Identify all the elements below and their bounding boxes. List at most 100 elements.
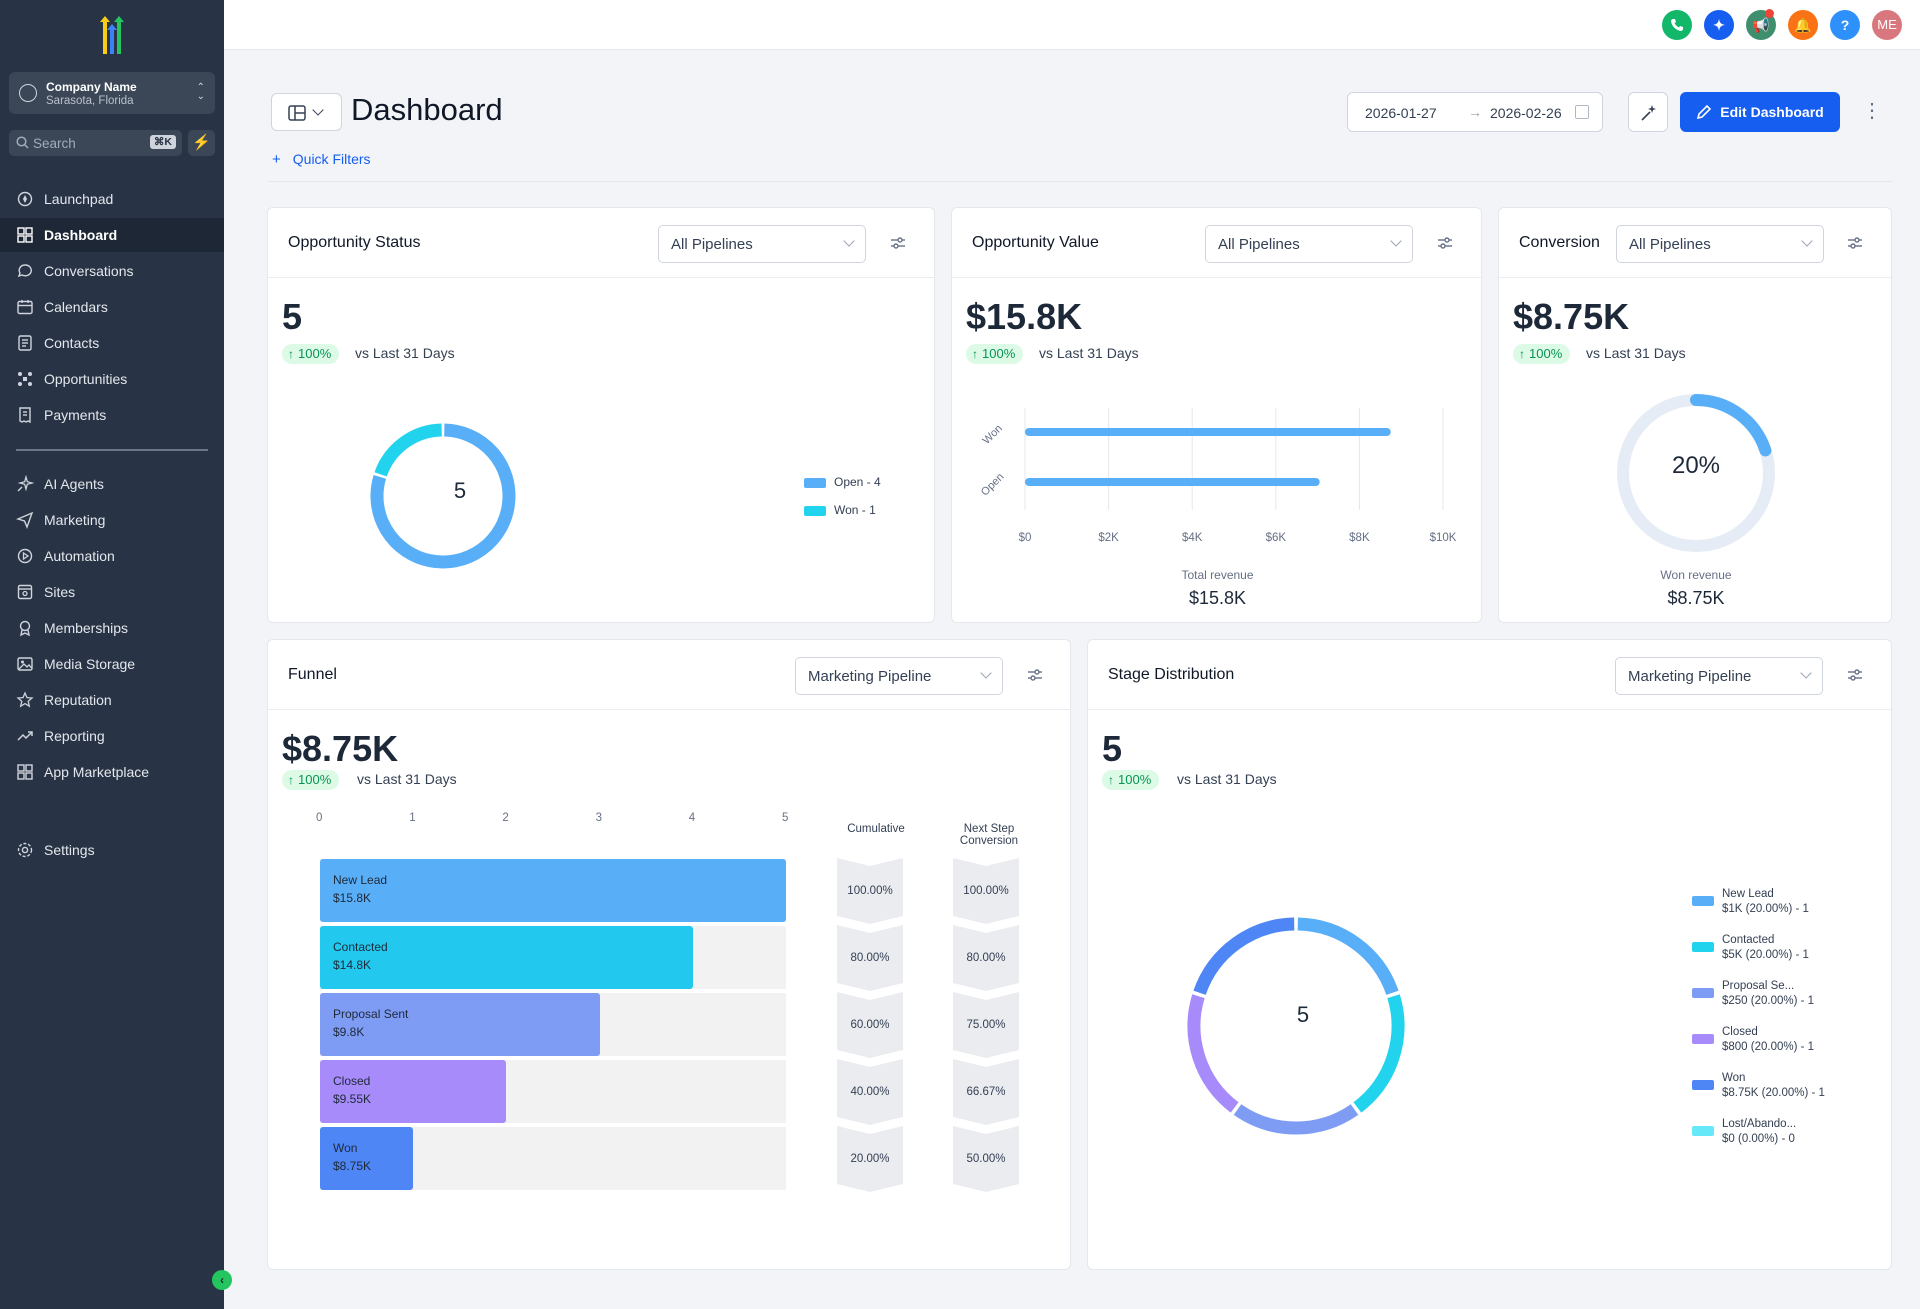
sidebar-item-dashboard[interactable]: Dashboard xyxy=(0,218,224,252)
chevron-cell-shape xyxy=(837,858,903,924)
pipeline-select[interactable]: All Pipelines xyxy=(658,225,866,263)
card-title: Opportunity Value xyxy=(972,234,1099,251)
cumulative-cell: 20.00% xyxy=(837,1126,903,1192)
company-name: Company Name xyxy=(46,80,137,94)
edit-dashboard-button[interactable]: Edit Dashboard xyxy=(1680,92,1840,132)
ai-sparkle-button[interactable]: ✦ xyxy=(1704,10,1734,40)
sidebar-item-settings[interactable]: Settings xyxy=(0,833,224,867)
collapse-sidebar-button[interactable]: ‹ xyxy=(212,1270,232,1290)
gear-icon xyxy=(17,842,33,858)
donut-slice[interactable] xyxy=(1233,1104,1359,1135)
quick-action-bolt-icon[interactable]: ⚡ xyxy=(188,130,215,156)
legend-swatch xyxy=(1692,1080,1714,1090)
sparkle-icon: ✦ xyxy=(1713,17,1725,33)
funnel-bar[interactable] xyxy=(320,926,693,989)
pipeline-select[interactable]: Marketing Pipeline xyxy=(795,657,1003,695)
search-input[interactable]: Search ⌘K xyxy=(9,130,182,156)
date-range-picker[interactable]: 2026-01-27 → 2026-02-26 xyxy=(1347,92,1603,132)
more-options-icon[interactable]: ⋮ xyxy=(1862,100,1882,122)
donut-slice[interactable] xyxy=(1353,994,1405,1113)
donut-slice[interactable] xyxy=(370,423,516,569)
sidebar-item-automation[interactable]: Automation xyxy=(0,539,224,573)
sidebar-item-launchpad[interactable]: Launchpad xyxy=(0,182,224,216)
x-tick-label: $8K xyxy=(1349,532,1370,544)
card-title: Conversion xyxy=(1519,234,1600,251)
image-icon xyxy=(17,657,33,671)
change-value: 100% xyxy=(298,346,332,361)
legend-swatch xyxy=(1692,942,1714,952)
filter-settings-icon[interactable] xyxy=(1847,668,1863,682)
next-step-cell: 66.67% xyxy=(953,1059,1019,1125)
app-logo[interactable] xyxy=(92,16,132,56)
sidebar-item-conversations[interactable]: Conversations xyxy=(0,254,224,288)
sidebar-item-reporting[interactable]: Reporting xyxy=(0,719,224,753)
legend-item: New Lead $1K (20.00%) - 1 xyxy=(1692,887,1809,917)
cumulative-header: Cumulative xyxy=(847,823,905,835)
date-end[interactable]: 2026-02-26 xyxy=(1490,105,1562,121)
bar-open[interactable] xyxy=(1025,478,1320,486)
bar-won[interactable] xyxy=(1025,428,1391,436)
pipeline-select[interactable]: Marketing Pipeline xyxy=(1615,657,1823,695)
donut-slice[interactable] xyxy=(374,423,443,477)
filter-settings-icon[interactable] xyxy=(890,236,906,250)
donut-slice[interactable] xyxy=(1297,917,1399,996)
stage-amount: $14.8K xyxy=(333,958,372,972)
sidebar-item-label: Reputation xyxy=(44,692,112,708)
arrow-up-icon: ↑ xyxy=(288,773,294,787)
funnel-bar-label: Closed $9.55K xyxy=(333,1072,371,1108)
comparison-label: vs Last 31 Days xyxy=(357,771,457,787)
cell-value: 40.00% xyxy=(850,1086,890,1098)
gauge-value-arc xyxy=(1690,394,1772,457)
change-badge: ↑ 100% xyxy=(966,344,1024,364)
help-button[interactable]: ? xyxy=(1830,10,1860,40)
ai-insights-button[interactable] xyxy=(1628,92,1668,132)
card-header: Stage Distribution Marketing Pipeline xyxy=(1088,640,1891,710)
unread-dot xyxy=(1765,9,1774,18)
phone-button[interactable] xyxy=(1662,10,1692,40)
quick-filters-button[interactable]: + Quick Filters xyxy=(272,151,371,168)
sidebar-item-marketing[interactable]: Marketing xyxy=(0,503,224,537)
conversion-gauge xyxy=(1617,394,1775,552)
company-switcher[interactable]: Company Name Sarasota, Florida ⌃ ⌄ xyxy=(9,72,215,114)
sidebar-item-reputation[interactable]: Reputation xyxy=(0,683,224,717)
layout-icon xyxy=(288,105,306,121)
sidebar-item-payments[interactable]: Payments xyxy=(0,398,224,432)
sidebar-item-ai-agents[interactable]: AI Agents xyxy=(0,467,224,501)
sidebar-item-app-marketplace[interactable]: App Marketplace xyxy=(0,755,224,789)
notifications-button[interactable]: 🔔 xyxy=(1788,10,1818,40)
sidebar-item-sites[interactable]: Sites xyxy=(0,575,224,609)
legend-text: Lost/Abando... $0 (0.00%) - 0 xyxy=(1722,1117,1796,1147)
sidebar-item-calendars[interactable]: Calendars xyxy=(0,290,224,324)
legend-text: Contacted $5K (20.00%) - 1 xyxy=(1722,933,1809,963)
megaphone-icon: 📢 xyxy=(1752,17,1770,33)
company-avatar-icon xyxy=(19,84,37,102)
stage-amount: $9.55K xyxy=(333,1092,372,1106)
select-value: Marketing Pipeline xyxy=(1628,668,1752,685)
date-start[interactable]: 2026-01-27 xyxy=(1365,105,1437,121)
receipt-icon xyxy=(19,407,31,424)
x-tick-label: $2K xyxy=(1098,532,1119,544)
filter-settings-icon[interactable] xyxy=(1437,236,1453,250)
filter-settings-icon[interactable] xyxy=(1847,236,1863,250)
sidebar-item-media-storage[interactable]: Media Storage xyxy=(0,647,224,681)
funnel-bar[interactable] xyxy=(320,993,600,1056)
comparison-label: vs Last 31 Days xyxy=(1039,345,1139,361)
donut-slice[interactable] xyxy=(1193,917,1295,996)
pipeline-select[interactable]: All Pipelines xyxy=(1205,225,1413,263)
donut-slice[interactable] xyxy=(1187,994,1239,1113)
funnel-bar[interactable] xyxy=(320,1127,414,1190)
chevron-cell-shape xyxy=(837,992,903,1058)
layout-switcher-button[interactable] xyxy=(271,93,342,131)
avatar-button[interactable]: ME xyxy=(1872,10,1902,40)
funnel-bar[interactable] xyxy=(320,859,786,922)
card-header: Opportunity Value All Pipelines xyxy=(952,208,1481,278)
filter-settings-icon[interactable] xyxy=(1027,668,1043,682)
announcement-button[interactable]: 📢 xyxy=(1746,9,1776,40)
funnel-bar[interactable] xyxy=(320,1060,507,1123)
chevron-updown-icon: ⌃ ⌄ xyxy=(196,82,205,102)
sidebar-item-contacts[interactable]: Contacts xyxy=(0,326,224,360)
pipeline-select[interactable]: All Pipelines xyxy=(1616,225,1824,263)
sidebar-item-memberships[interactable]: Memberships xyxy=(0,611,224,645)
sidebar-item-opportunities[interactable]: Opportunities xyxy=(0,362,224,396)
chevron-cell-shape xyxy=(953,1059,1019,1125)
